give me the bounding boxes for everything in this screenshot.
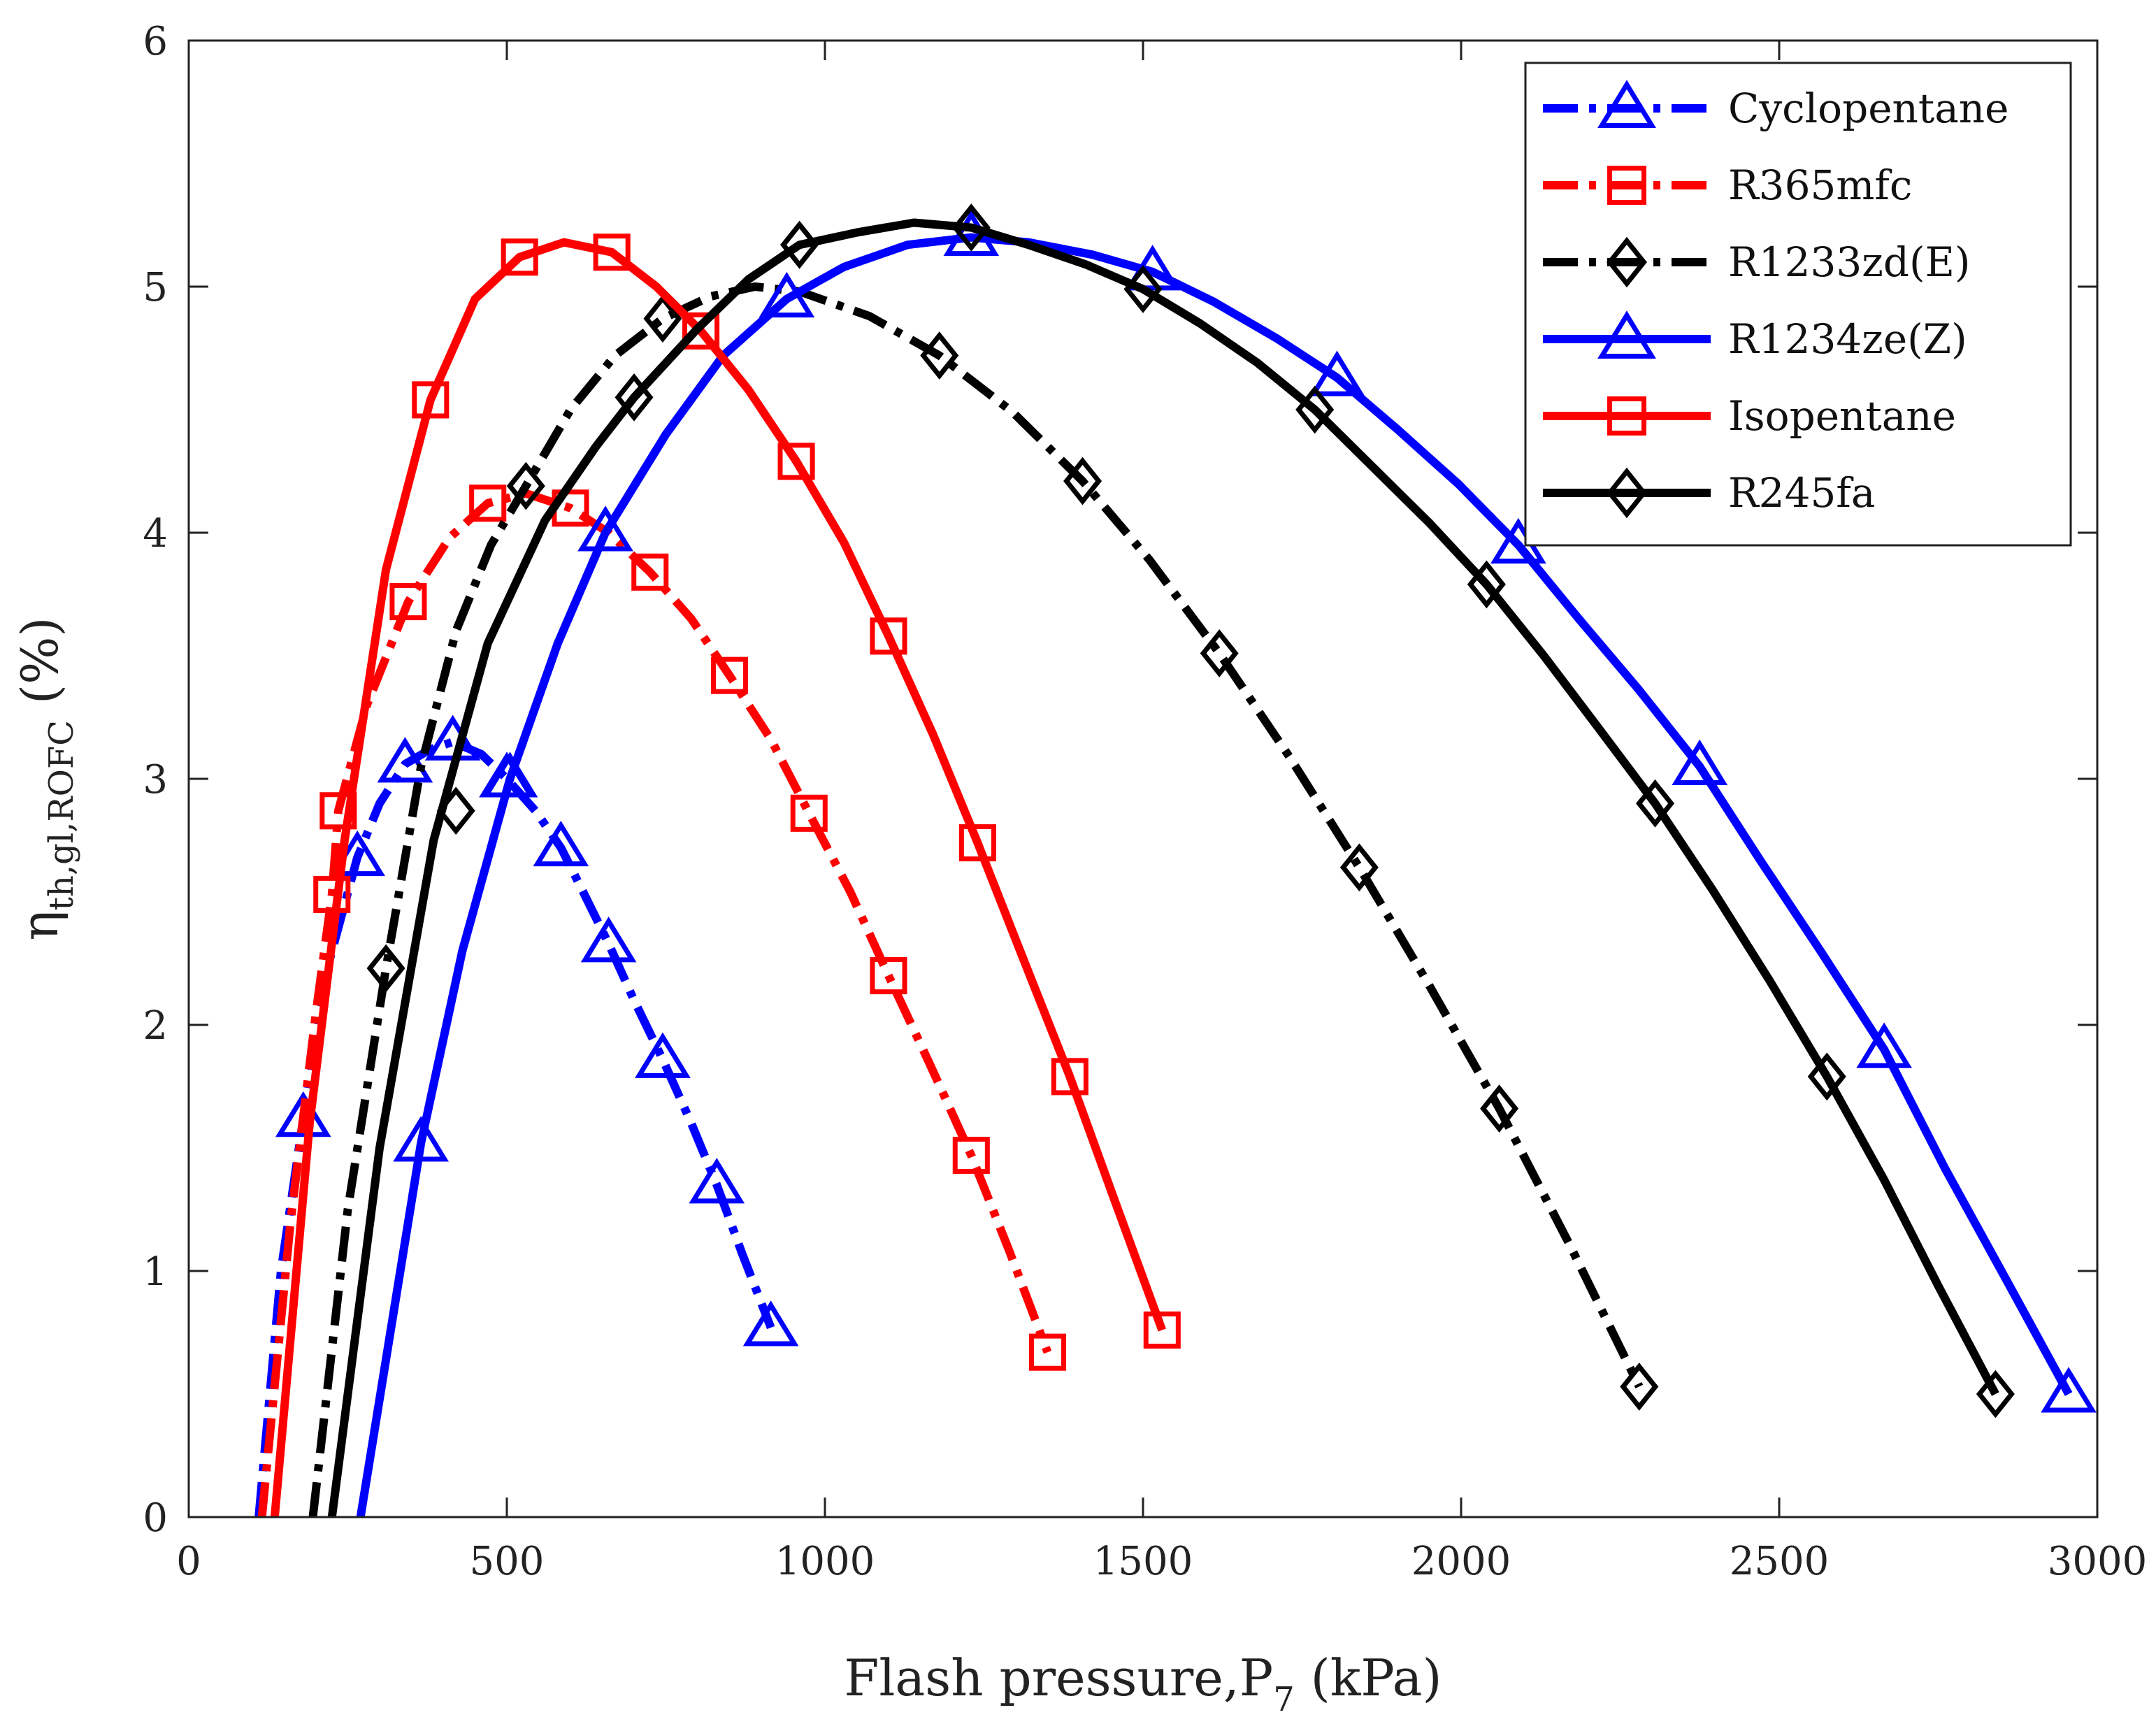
data-point-1-3 bbox=[469, 484, 507, 522]
y-axis-title-main: η bbox=[10, 910, 69, 940]
data-point-2-9 bbox=[1480, 1084, 1519, 1133]
data-point-2-6 bbox=[1063, 457, 1102, 505]
legend-marker-4 bbox=[1607, 396, 1646, 436]
legend-marker-3 bbox=[1597, 310, 1656, 359]
data-point-4-5 bbox=[870, 617, 907, 655]
data-point-4-0 bbox=[412, 381, 450, 419]
y-axis-title-unit: (%) bbox=[10, 617, 69, 720]
data-point-2-7 bbox=[1200, 629, 1239, 677]
data-point-0-0 bbox=[275, 1091, 331, 1137]
legend-marker-1 bbox=[1607, 166, 1646, 205]
x-tick-label-5: 2500 bbox=[1730, 1539, 1830, 1584]
x-tick-label-0: 0 bbox=[176, 1539, 201, 1584]
series-line-0 bbox=[254, 738, 775, 1517]
data-point-5-7 bbox=[1807, 1052, 1846, 1101]
x-tick-label-2: 1000 bbox=[775, 1539, 875, 1584]
data-point-3-9 bbox=[1856, 1022, 1912, 1068]
legend-label-5: R245fa bbox=[1728, 469, 1875, 517]
data-point-1-8 bbox=[870, 957, 907, 995]
x-axis-title-unit: (kPa) bbox=[1295, 1649, 1442, 1707]
data-point-0-7 bbox=[635, 1032, 691, 1078]
series-line-5 bbox=[327, 218, 1999, 1517]
data-point-5-6 bbox=[1636, 779, 1675, 828]
y-tick-label-3: 3 bbox=[143, 757, 168, 803]
data-point-3-2 bbox=[577, 505, 633, 552]
legend-marker-0 bbox=[1597, 80, 1656, 128]
legend-marker-5 bbox=[1607, 467, 1647, 519]
data-point-5-2 bbox=[951, 203, 991, 252]
data-point-1-2 bbox=[389, 583, 427, 621]
data-point-4-7 bbox=[1051, 1058, 1088, 1096]
data-point-3-0 bbox=[393, 1116, 449, 1162]
data-point-4-4 bbox=[777, 443, 815, 480]
x-tick-label-4: 2000 bbox=[1411, 1539, 1511, 1584]
data-point-0-6 bbox=[580, 917, 637, 963]
series-line-3 bbox=[356, 233, 2073, 1517]
data-point-1-7 bbox=[790, 794, 828, 832]
axis-labels: Flash pressure,P7 (kPa) ηth,gl,ROFC (%) bbox=[10, 617, 1442, 1719]
data-point-4-8 bbox=[1143, 1311, 1181, 1349]
data-point-3-3 bbox=[759, 271, 815, 318]
data-point-4-2 bbox=[593, 234, 631, 271]
data-point-4-1 bbox=[501, 238, 538, 276]
data-point-4-3 bbox=[682, 312, 720, 350]
y-axis-title-sub: th,gl,ROFC bbox=[42, 720, 81, 910]
data-point-2-3 bbox=[643, 294, 682, 343]
data-point-2-8 bbox=[1339, 843, 1379, 892]
data-point-1-1 bbox=[319, 792, 357, 830]
legend: Cyclopentane R365mfc R1233zd(E) R1234ze(Z) I… bbox=[1524, 62, 2072, 547]
data-point-5-8 bbox=[1976, 1370, 2015, 1418]
data-point-5-5 bbox=[1467, 560, 1506, 609]
data-point-1-9 bbox=[952, 1137, 990, 1175]
y-axis-title: ηth,gl,ROFC (%) bbox=[10, 617, 81, 941]
data-point-5-0 bbox=[615, 373, 654, 422]
legend-label-3: R1234ze(Z) bbox=[1728, 315, 1967, 363]
data-point-3-8 bbox=[1672, 739, 1728, 785]
data-point-3-6 bbox=[1309, 350, 1365, 396]
data-point-3-1 bbox=[482, 752, 538, 798]
legend-box bbox=[1524, 62, 2072, 547]
legend-label-2: R1233zd(E) bbox=[1728, 238, 1971, 286]
legend-label-4: Isopentane bbox=[1728, 392, 1956, 440]
y-tick-label-4: 4 bbox=[143, 511, 168, 556]
x-axis-title-main: Flash pressure,P bbox=[844, 1649, 1273, 1707]
x-tick-label-3: 1500 bbox=[1093, 1539, 1193, 1584]
y-tick-label-0: 0 bbox=[143, 1495, 168, 1541]
data-point-5-4 bbox=[1295, 385, 1335, 434]
y-tick-label-6: 6 bbox=[143, 19, 168, 64]
data-point-0-9 bbox=[742, 1300, 799, 1346]
series-5 bbox=[327, 203, 2015, 1517]
data-point-2-5 bbox=[920, 331, 959, 380]
data-point-1-6 bbox=[710, 656, 749, 694]
data-point-0-2 bbox=[377, 737, 433, 783]
data-point-2-0 bbox=[366, 944, 405, 993]
data-point-2-10 bbox=[1620, 1363, 1659, 1411]
data-point-5-3 bbox=[1123, 265, 1163, 313]
data-point-1-5 bbox=[631, 553, 669, 591]
y-tick-label-2: 2 bbox=[143, 1003, 168, 1049]
data-point-1-10 bbox=[1028, 1333, 1067, 1371]
x-tick-label-1: 500 bbox=[470, 1539, 545, 1584]
legend-marker-2 bbox=[1607, 236, 1647, 288]
legend-label-1: R365mfc bbox=[1728, 161, 1912, 209]
x-axis-title-sub: 7 bbox=[1273, 1680, 1295, 1719]
data-point-0-8 bbox=[689, 1158, 745, 1204]
data-point-2-2 bbox=[506, 461, 545, 510]
x-axis-title: Flash pressure,P7 (kPa) bbox=[844, 1649, 1442, 1719]
y-tick-label-5: 5 bbox=[143, 265, 168, 310]
data-point-4-6 bbox=[958, 824, 996, 862]
x-tick-label-6: 3000 bbox=[2048, 1539, 2148, 1584]
axis-layer: 0 500 1000 1500 2000 2500 3000 0 1 2 3 4 5 6 bbox=[143, 19, 2147, 1584]
data-point-3-10 bbox=[2041, 1367, 2097, 1413]
data-point-0-5 bbox=[533, 820, 589, 867]
series-layer bbox=[254, 203, 2097, 1517]
legend-label-0: Cyclopentane bbox=[1728, 85, 2008, 132]
data-point-5-1 bbox=[780, 220, 819, 269]
y-tick-label-1: 1 bbox=[143, 1249, 168, 1295]
